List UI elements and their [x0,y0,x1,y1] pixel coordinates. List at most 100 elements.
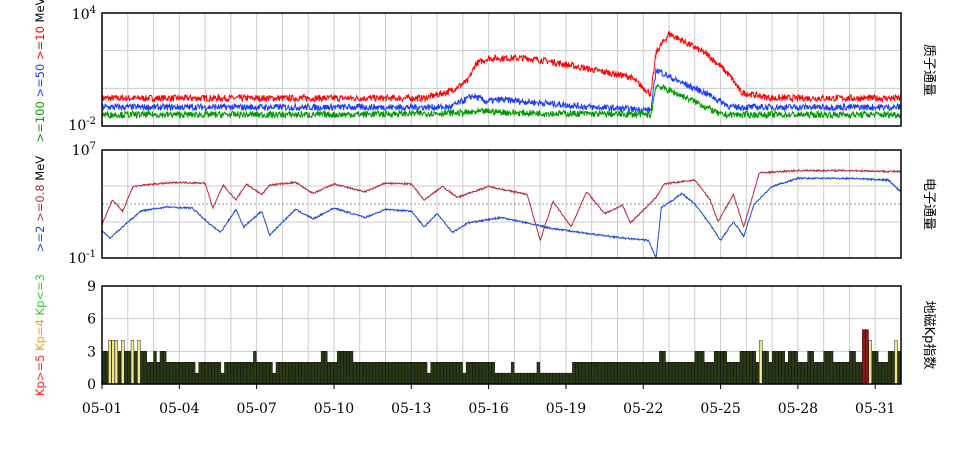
kp-bar [875,351,879,385]
kp-bar [137,340,141,385]
kp-bar [175,362,180,385]
electron-series-1 [101,168,902,242]
electron-ytick-top: 107 [72,141,96,159]
kp-ytick: 0 [87,377,96,393]
kp-bar [382,362,386,385]
kp-bar [826,351,831,385]
kp-bar [221,372,225,385]
kp-bar [456,362,460,385]
kp-bar [146,362,151,385]
kp-bar [507,372,512,385]
kp-bar [304,362,309,385]
proton-ylabel-part: >=10 [33,26,47,64]
kp-bar [707,362,711,385]
kp-bar [662,351,666,385]
kp-bar [720,351,724,385]
kp-bar [343,351,347,385]
proton-ytick-top: 104 [72,5,96,23]
kp-bar [572,362,576,385]
kp-bar [549,372,553,385]
kp-bar [539,372,544,385]
kp-bar [578,362,582,385]
electron-title: 电子通量 [921,178,936,230]
proton-ylabel: >=100 >=50 >=10 MeV [33,0,47,142]
kp-bar [150,362,154,385]
kp-bar [269,362,273,385]
kp-bar [372,362,376,385]
kp-bar [862,329,866,385]
kp-bar [562,372,566,385]
kp-frame [101,285,902,385]
kp-bar [256,362,260,385]
electron-ylabel-part: MeV [33,156,47,185]
kp-bar [523,372,528,385]
kp-bar [153,351,157,385]
kp-bar [204,362,209,385]
kp-title: 地磁Kp指数 [921,301,936,370]
kp-bar [694,351,698,385]
kp-bar [501,372,505,385]
kp-bar [253,351,257,385]
kp-bar [514,372,518,385]
kp-bar [185,362,189,385]
kp-bar [485,362,489,385]
kp-bar [533,372,537,385]
kp-bar [143,351,148,385]
kp-bar [668,362,673,385]
kp-bar [291,362,296,385]
kp-bar [114,340,119,385]
kp-bar [784,362,789,385]
kp-bar [443,362,447,385]
kp-bar [208,362,212,385]
kp-bar [188,362,193,385]
kp-bar [633,362,637,385]
kp-bar [630,362,634,385]
kp-bar [655,362,660,385]
kp-bar [433,362,437,385]
kp-bar [475,362,479,385]
kp-bar [614,362,618,385]
kp-bar [681,362,686,385]
proton-ylabel-part: MeV [33,0,47,26]
proton-series-3 [101,83,902,120]
kp-bar [494,372,499,385]
kp-bar [884,362,889,385]
kp-ylabel-part: Kp<=3 [33,274,47,319]
kp-bar [488,362,492,385]
kp-bar [307,362,312,385]
kp-bar [362,362,367,385]
kp-ylabel: Kp>=5 Kp=4 Kp<=3 [33,274,47,396]
kp-bar [124,351,128,385]
kp-bar [452,362,457,385]
kp-bar [565,372,570,385]
kp-bar [504,372,508,385]
kp-bar [446,362,450,385]
electron-ylabel-part: >=2 [33,226,47,253]
kp-bar [723,351,727,385]
kp-bar [311,362,315,385]
kp-bar [829,351,834,385]
kp-bar [472,362,476,385]
proton-ylabel-part: >=50 [33,64,47,102]
kp-bar [849,351,853,385]
kp-bar [317,362,321,385]
kp-bar [240,362,244,385]
kp-bar [385,362,389,385]
kp-bar [272,372,276,385]
kp-bar [597,362,602,385]
kp-bar [846,362,850,385]
kp-bar [604,362,608,385]
kp-bar [791,351,795,385]
kp-bar [211,362,215,385]
kp-bar [536,362,541,385]
electron-ylabel: >=2 >=0.8 MeV [33,156,47,252]
kp-bar [279,362,283,385]
kp-bar [868,340,872,385]
kp-bar [224,362,228,385]
kp-bar [559,372,563,385]
proton-ytick-bottom: 10-2 [68,116,96,134]
kp-bar [108,340,112,385]
proton-series-1 [101,31,902,104]
kp-bar [665,362,669,385]
